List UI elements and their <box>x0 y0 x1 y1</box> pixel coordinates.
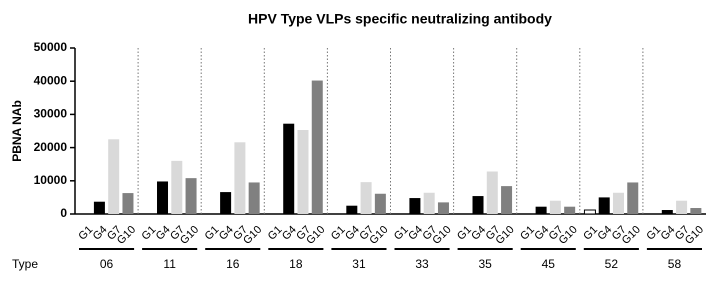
bar <box>122 193 134 214</box>
bar <box>297 130 309 214</box>
bar <box>598 197 610 214</box>
y-axis-label: PBNA NAb <box>10 100 24 162</box>
y-tick-label: 0 <box>60 206 67 220</box>
bar <box>535 206 547 214</box>
category-label: 16 <box>226 257 240 271</box>
category-label: 58 <box>668 257 682 271</box>
bar <box>171 160 183 214</box>
bar <box>374 193 386 214</box>
y-tick-label: 10000 <box>34 173 68 187</box>
y-tick-label: 50000 <box>34 40 68 54</box>
bar <box>564 206 576 214</box>
y-tick-label: 30000 <box>34 107 68 121</box>
bar <box>234 142 246 214</box>
bar <box>108 139 120 214</box>
category-label: 35 <box>478 257 492 271</box>
category-label: 11 <box>163 257 176 271</box>
bar <box>437 202 449 214</box>
bar <box>248 182 260 214</box>
x-axis-label: Type <box>12 257 38 271</box>
bar <box>360 182 372 214</box>
bar <box>311 80 323 214</box>
y-tick-label: 20000 <box>34 140 68 154</box>
bar <box>612 192 624 214</box>
bar <box>676 200 688 214</box>
bar <box>661 210 673 214</box>
category-label: 52 <box>605 257 619 271</box>
bar <box>220 192 232 214</box>
bar <box>627 182 639 214</box>
category-label: 45 <box>542 257 556 271</box>
bar <box>549 200 561 214</box>
bar <box>93 201 105 214</box>
bar <box>472 196 484 214</box>
bar <box>690 208 702 214</box>
bar <box>283 123 295 214</box>
bar <box>501 186 513 214</box>
y-tick-label: 40000 <box>34 73 68 87</box>
category-label: 06 <box>100 257 114 271</box>
bar <box>423 192 435 214</box>
chart-title: HPV Type VLPs specific neutralizing anti… <box>248 11 552 27</box>
bar <box>185 178 197 214</box>
bar <box>157 181 169 214</box>
bar <box>409 198 421 214</box>
bar <box>583 209 596 215</box>
bar <box>346 205 358 214</box>
bar <box>486 171 498 214</box>
category-label: 18 <box>289 257 303 271</box>
category-label: 33 <box>415 257 429 271</box>
category-label: 31 <box>352 257 366 271</box>
